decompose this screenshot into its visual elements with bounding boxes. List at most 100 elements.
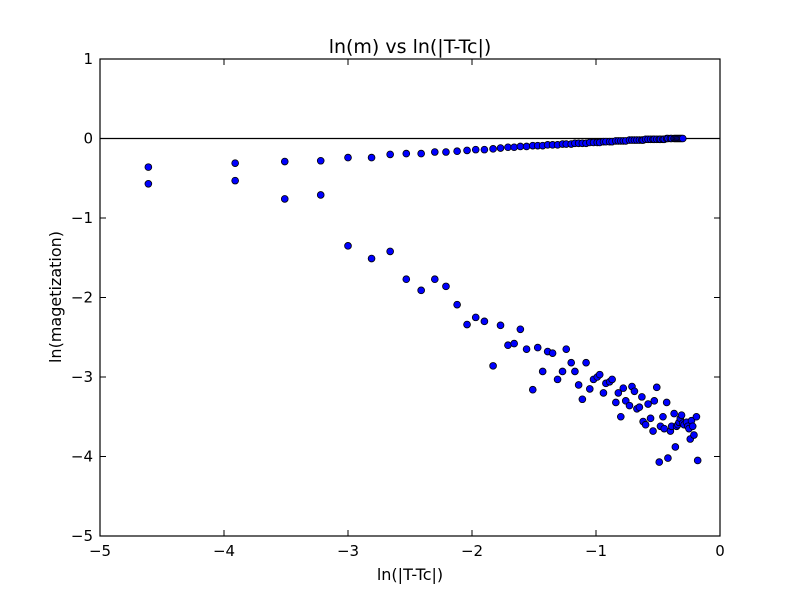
data-point	[496, 144, 505, 152]
data-point	[528, 385, 537, 394]
data-point	[402, 149, 411, 158]
data-point	[316, 156, 325, 165]
data-point	[671, 443, 680, 451]
y-tick-label: −5	[71, 527, 93, 545]
data-point	[688, 422, 697, 431]
data-point	[650, 397, 659, 405]
data-point	[660, 424, 668, 433]
data-point	[516, 142, 525, 151]
y-tick-label: 0	[83, 130, 93, 148]
data-point	[367, 254, 376, 263]
data-point	[619, 384, 628, 392]
data-point	[489, 362, 497, 370]
data-point	[510, 339, 518, 348]
y-axis-label: ln(magetization)	[46, 231, 65, 363]
data-point	[533, 343, 542, 352]
data-point	[386, 247, 394, 256]
data-point	[463, 320, 471, 329]
data-point	[635, 403, 644, 412]
data-point	[280, 195, 289, 203]
x-tick-label: −1	[585, 542, 607, 560]
data-point	[692, 412, 701, 421]
y-tick-label: 1	[83, 50, 93, 68]
data-point	[567, 358, 575, 367]
data-point	[538, 367, 547, 376]
data-point	[664, 454, 672, 462]
y-tick-label: −3	[71, 368, 93, 386]
data-point	[471, 145, 480, 154]
data-point	[612, 398, 620, 407]
data-point	[574, 381, 583, 389]
data-point	[496, 321, 505, 330]
data-point	[599, 389, 608, 397]
data-point	[402, 275, 411, 284]
data-point	[453, 300, 461, 309]
x-tick-label: −5	[89, 542, 111, 560]
data-point	[641, 420, 650, 429]
data-point	[662, 398, 671, 407]
y-tick-label: −1	[71, 209, 93, 227]
data-point	[386, 150, 394, 159]
data-point	[690, 431, 698, 439]
x-tick-label: −2	[461, 542, 483, 560]
data-point	[678, 134, 687, 143]
data-point	[489, 145, 497, 153]
data-point	[367, 153, 376, 162]
data-point	[344, 153, 352, 162]
x-tick-label: 0	[715, 542, 725, 560]
x-tick-label: −4	[213, 542, 235, 560]
data-point	[616, 412, 625, 421]
data-point	[504, 341, 512, 350]
data-point	[453, 147, 461, 156]
data-point	[471, 313, 480, 322]
data-point	[677, 411, 686, 419]
data-point	[430, 148, 439, 156]
data-point	[659, 412, 667, 421]
data-point	[417, 149, 425, 158]
plot-frame	[99, 58, 721, 537]
data-point	[510, 143, 518, 152]
data-point	[571, 367, 579, 376]
data-point	[344, 242, 352, 250]
data-point	[562, 345, 571, 353]
chart-title: ln(m) vs ln(|T-Tc|)	[329, 36, 492, 58]
data-point	[442, 282, 450, 291]
data-point	[480, 317, 489, 326]
x-axis-label: ln(|T-Tc|)	[377, 565, 443, 584]
data-point	[144, 163, 153, 171]
data-point	[608, 375, 616, 384]
data-point	[280, 157, 289, 166]
data-point	[582, 358, 590, 367]
data-point	[231, 176, 239, 185]
x-tick-label: −3	[337, 542, 359, 560]
data-point	[430, 275, 439, 284]
plot-area: −5 −4 −3 −2 −1 0 −5 −4 −3 −2 −1 0 1	[71, 50, 725, 560]
data-point	[316, 191, 325, 199]
data-point	[480, 145, 489, 154]
data-point	[417, 286, 425, 295]
data-point	[585, 385, 594, 393]
data-point	[516, 325, 525, 334]
data-point	[652, 383, 661, 392]
data-point	[558, 367, 567, 376]
data-point	[614, 389, 623, 397]
data-point	[625, 401, 634, 410]
data-point	[693, 456, 702, 465]
data-point	[504, 143, 512, 152]
data-point	[595, 370, 604, 379]
y-tick-label: −2	[71, 289, 93, 307]
data-point	[638, 393, 646, 401]
y-tick-label: −4	[71, 448, 93, 466]
data-point	[231, 159, 239, 167]
data-point	[649, 427, 657, 435]
data-point	[553, 375, 562, 384]
data-point	[644, 400, 652, 408]
data-point	[655, 458, 664, 466]
data-point	[463, 146, 471, 155]
data-point	[578, 395, 587, 404]
data-point	[442, 148, 450, 156]
data-point	[522, 142, 531, 151]
data-point	[670, 409, 678, 418]
